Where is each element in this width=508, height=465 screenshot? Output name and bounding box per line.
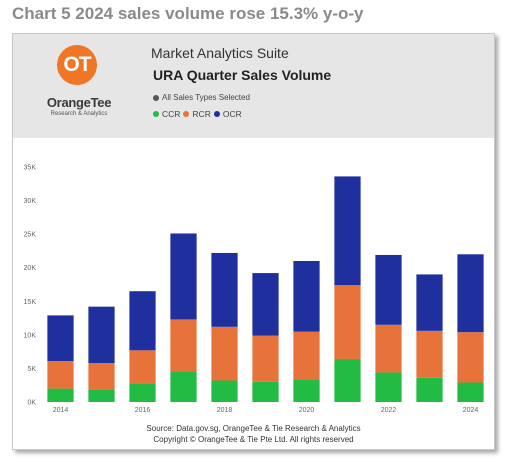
bar-segment-ccr[interactable] xyxy=(457,382,484,402)
y-tick-label: 35K xyxy=(24,165,37,172)
bar-segment-rcr[interactable] xyxy=(293,331,320,380)
chart-heading: Chart 5 2024 sales volume rose 15.3% y-o… xyxy=(12,4,364,23)
bar-segment-rcr[interactable] xyxy=(457,332,484,383)
bar-segment-rcr[interactable] xyxy=(47,361,74,389)
y-tick-label: 30K xyxy=(24,198,37,205)
bar-segment-ccr[interactable] xyxy=(334,359,361,402)
legend-label-rcr: RCR xyxy=(192,109,211,119)
filter-indicator: All Sales Types Selected xyxy=(153,93,250,102)
bar-segment-ocr[interactable] xyxy=(375,254,402,325)
copyright-note: Copyright © OrangeTee & Tie Pte Ltd. All… xyxy=(153,435,354,444)
x-tick-label: 2020 xyxy=(299,407,315,414)
legend-dot-ccr xyxy=(153,111,159,117)
y-tick-label: 5K xyxy=(27,366,36,373)
bar-segment-ccr[interactable] xyxy=(375,372,402,402)
bar-segment-ocr[interactable] xyxy=(211,252,238,327)
bar-segment-ocr[interactable] xyxy=(457,254,484,333)
bar-segment-ccr[interactable] xyxy=(170,371,197,402)
y-tick-label: 20K xyxy=(24,265,37,272)
legend-dot-ocr xyxy=(213,111,220,117)
bar-segment-rcr[interactable] xyxy=(334,285,361,360)
brand-tagline: Research & Analytics xyxy=(50,111,108,117)
bar-segment-ccr[interactable] xyxy=(47,388,74,402)
y-tick-label: 10K xyxy=(24,332,37,339)
bar-segment-rcr[interactable] xyxy=(252,335,279,382)
bar-segment-ocr[interactable] xyxy=(334,176,361,286)
bar-segment-ocr[interactable] xyxy=(129,291,156,351)
legend-item-rcr[interactable]: RCR xyxy=(183,109,211,119)
bar-segment-ccr[interactable] xyxy=(252,381,279,402)
report-title: URA Quarter Sales Volume xyxy=(153,67,332,83)
legend-label-ccr: CCR xyxy=(162,109,181,119)
bar-segment-ocr[interactable] xyxy=(252,273,279,336)
bar-segment-ocr[interactable] xyxy=(47,315,74,362)
bar-segment-ocr[interactable] xyxy=(170,233,197,320)
logo-mark: OT xyxy=(63,53,91,76)
x-tick-label: 2014 xyxy=(53,407,69,414)
bar-segment-ccr[interactable] xyxy=(416,377,443,402)
legend-item-ocr[interactable]: OCR xyxy=(213,109,242,119)
bar-segment-ocr[interactable] xyxy=(88,306,115,364)
orangetee-logo-icon: OT xyxy=(57,45,97,85)
bar-segment-ocr[interactable] xyxy=(416,274,443,331)
bar-segment-ccr[interactable] xyxy=(129,383,156,402)
brand-name: OrangeTee xyxy=(46,95,112,110)
x-tick-label: 2016 xyxy=(135,407,151,414)
bar-segment-rcr[interactable] xyxy=(375,324,402,373)
filter-label: All Sales Types Selected xyxy=(162,93,250,102)
y-tick-label: 15K xyxy=(24,299,37,306)
chart-legend: CCR RCR OCR xyxy=(153,109,245,119)
legend-dot-rcr xyxy=(183,111,190,117)
bar-segment-rcr[interactable] xyxy=(416,330,443,378)
bar-segment-ocr[interactable] xyxy=(293,261,320,332)
y-tick-label: 25K xyxy=(24,232,37,239)
y-tick-label: 0K xyxy=(27,400,36,407)
legend-item-ccr[interactable]: CCR xyxy=(153,109,180,119)
x-tick-label: 2022 xyxy=(381,407,397,414)
bar-segment-ccr[interactable] xyxy=(88,389,115,402)
x-tick-label: 2018 xyxy=(217,407,233,414)
bar-segment-rcr[interactable] xyxy=(211,326,238,381)
bar-segment-rcr[interactable] xyxy=(88,363,115,390)
x-tick-label: 2024 xyxy=(463,407,479,414)
report-header: OT OrangeTee Research & Analytics Market… xyxy=(13,34,494,138)
bar-segment-rcr[interactable] xyxy=(129,350,156,384)
report-panel: OT OrangeTee Research & Analytics Market… xyxy=(12,33,495,450)
legend-label-ocr: OCR xyxy=(222,109,242,119)
bar-segment-rcr[interactable] xyxy=(170,319,197,372)
suite-title: Market Analytics Suite xyxy=(151,45,289,61)
filter-dot-icon xyxy=(153,94,159,101)
bar-segment-ccr[interactable] xyxy=(293,379,320,402)
bar-segment-ccr[interactable] xyxy=(211,380,238,402)
source-note: Source: Data.gov.sg, OrangeTee & Tie Res… xyxy=(146,424,361,433)
stacked-bar-chart: 0K 5K 10K 15K 20K 25K 30K 35K 2014 2016 2018 2020 20… xyxy=(24,165,484,414)
